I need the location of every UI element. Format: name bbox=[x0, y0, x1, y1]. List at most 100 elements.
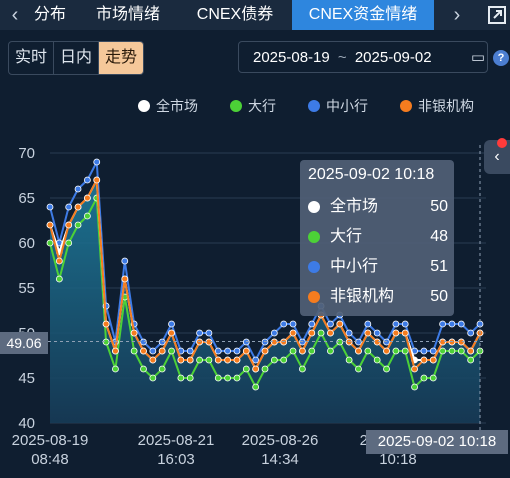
data-point-nonbank bbox=[327, 329, 334, 337]
data-point-nonbank bbox=[364, 329, 372, 337]
x-tick-date: 2025-08-19 bbox=[12, 432, 89, 449]
data-point-small bbox=[74, 185, 82, 193]
tab-market-sentiment[interactable]: 市场情绪 bbox=[95, 6, 160, 23]
data-point-nonbank bbox=[83, 194, 91, 202]
data-point-nonbank bbox=[392, 329, 400, 337]
data-point-big bbox=[355, 365, 362, 373]
data-point-nonbank bbox=[373, 338, 381, 346]
data-point-small bbox=[93, 158, 101, 166]
data-point-nonbank bbox=[186, 356, 194, 364]
data-point-nonbank bbox=[261, 347, 269, 355]
date-separator: ~ bbox=[337, 49, 347, 66]
x-tick-time: 10:18 bbox=[379, 451, 417, 468]
y-tick-label: 45 bbox=[18, 370, 35, 387]
data-point-small bbox=[233, 347, 241, 355]
data-point-big bbox=[411, 383, 418, 391]
tooltip-series-name: 全市场 bbox=[330, 198, 379, 215]
x-tick-time: 08:48 bbox=[31, 451, 69, 468]
notification-dot bbox=[497, 138, 507, 148]
data-point-nonbank bbox=[177, 356, 185, 364]
data-point-nonbank bbox=[65, 221, 73, 229]
x-tick-time: 14:34 bbox=[261, 451, 299, 468]
y-tick-label: 55 bbox=[18, 280, 35, 297]
data-point-nonbank bbox=[74, 203, 82, 211]
tab-distribution[interactable]: 分布 bbox=[33, 6, 66, 23]
legend-label: 非银机构 bbox=[418, 98, 474, 114]
data-point-nonbank bbox=[46, 221, 54, 229]
data-point-small bbox=[140, 338, 147, 346]
chevron-right-icon[interactable]: › bbox=[453, 4, 461, 26]
legend-nonbank[interactable]: 非银机构 bbox=[400, 96, 474, 116]
legend-label: 全市场 bbox=[156, 98, 198, 114]
dot-icon bbox=[308, 201, 320, 213]
data-point-big bbox=[224, 374, 232, 382]
data-point-small bbox=[65, 203, 73, 211]
tooltip-series-name: 中小行 bbox=[330, 258, 379, 275]
tooltip-series-name: 大行 bbox=[330, 228, 363, 245]
data-point-small bbox=[83, 176, 91, 184]
data-point-big bbox=[214, 374, 222, 382]
data-point-small bbox=[205, 329, 213, 337]
data-point-nonbank bbox=[467, 347, 475, 355]
data-point-big bbox=[186, 374, 194, 382]
legend-all[interactable]: 全市场 bbox=[138, 96, 198, 116]
data-point-big bbox=[467, 356, 475, 364]
tooltip-row-all: 全市场 50 bbox=[308, 194, 448, 220]
chevron-left-icon[interactable]: ‹ bbox=[11, 4, 19, 26]
data-point-nonbank bbox=[252, 365, 260, 373]
data-point-big bbox=[112, 365, 119, 373]
tooltip-row-nonbank: 非银机构 50 bbox=[308, 284, 448, 310]
y-tick-label: 65 bbox=[18, 190, 35, 207]
x-tick-date: 2025-08-26 bbox=[242, 432, 319, 449]
x-tick-date: 2025-08-21 bbox=[138, 432, 215, 449]
data-point-big bbox=[102, 338, 110, 346]
data-point-nonbank bbox=[214, 356, 222, 364]
data-point-small bbox=[345, 329, 353, 337]
legend-small-banks[interactable]: 中小行 bbox=[308, 96, 368, 116]
data-point-small bbox=[270, 329, 278, 337]
data-point-small bbox=[242, 338, 250, 346]
data-point-big bbox=[83, 212, 91, 220]
data-point-small bbox=[149, 347, 157, 355]
data-point-big bbox=[373, 356, 381, 364]
data-point-big bbox=[336, 338, 344, 346]
segment-realtime[interactable]: 实时 bbox=[9, 42, 55, 74]
x-tick-time: 16:03 bbox=[157, 451, 195, 468]
data-point-nonbank bbox=[121, 275, 129, 283]
data-point-nonbank bbox=[429, 356, 437, 364]
data-point-small bbox=[392, 320, 400, 328]
data-point-nonbank bbox=[457, 338, 465, 346]
tooltip-series-value: 48 bbox=[430, 228, 448, 245]
data-point-small bbox=[383, 338, 390, 346]
data-point-nonbank bbox=[242, 347, 250, 355]
data-point-big bbox=[317, 329, 325, 337]
expand-icon[interactable] bbox=[484, 0, 510, 30]
data-point-nonbank bbox=[140, 347, 147, 355]
help-icon[interactable]: ? bbox=[493, 50, 509, 66]
data-point-nonbank bbox=[158, 347, 166, 355]
data-point-nonbank bbox=[112, 347, 119, 355]
data-point-nonbank bbox=[355, 347, 362, 355]
data-point-small bbox=[401, 320, 409, 328]
tab-cnex-bond[interactable]: CNEX债券 bbox=[196, 6, 274, 23]
data-point-big bbox=[280, 356, 288, 364]
segment-trend[interactable]: 走势 bbox=[99, 42, 144, 74]
data-point-nonbank bbox=[168, 329, 175, 337]
data-point-big bbox=[270, 356, 278, 364]
date-range-picker[interactable]: 2025-08-19 ~ 2025-09-02 ▭ bbox=[238, 41, 488, 73]
segment-intraday[interactable]: 日内 bbox=[54, 42, 100, 74]
data-point-nonbank bbox=[401, 329, 409, 337]
dot-icon bbox=[308, 231, 320, 243]
data-point-nonbank bbox=[336, 320, 344, 328]
data-point-nonbank bbox=[224, 356, 232, 364]
data-point-big bbox=[177, 374, 185, 382]
data-point-nonbank bbox=[130, 329, 138, 337]
tab-cnex-fund-sentiment[interactable]: CNEX资金情绪 bbox=[292, 0, 434, 30]
data-point-small bbox=[420, 347, 428, 355]
dot-icon bbox=[308, 291, 320, 303]
legend-big-banks[interactable]: 大行 bbox=[230, 96, 276, 116]
dot-icon bbox=[308, 261, 320, 273]
date-start: 2025-08-19 bbox=[253, 49, 330, 66]
data-point-big bbox=[242, 365, 250, 373]
